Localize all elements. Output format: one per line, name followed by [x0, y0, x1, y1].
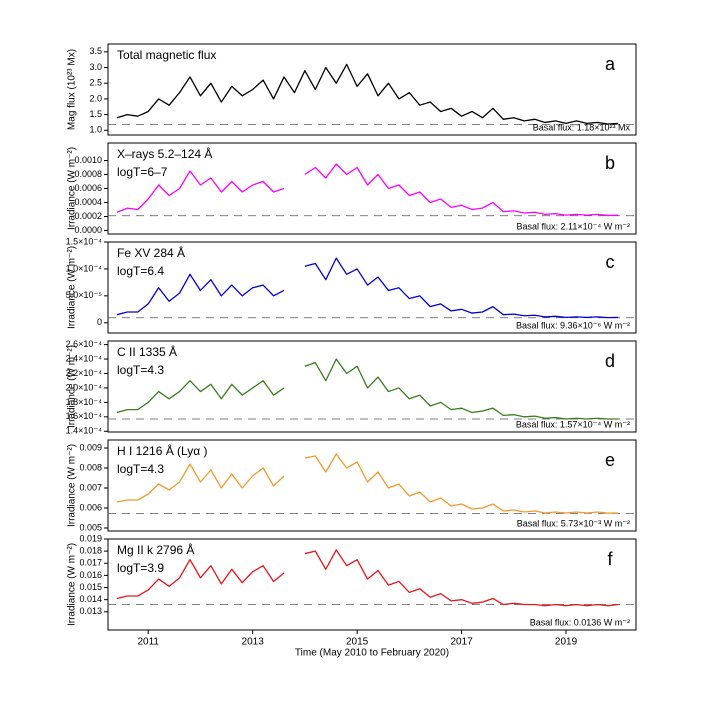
y-tick-label: 0.005 [79, 522, 102, 532]
y-tick-label: 2.0×10⁻⁴ [66, 382, 103, 392]
y-tick-label: 2.0 [89, 93, 102, 103]
panel-title: Mg II k 2796 Å [117, 542, 194, 557]
x-tick-label: 2015 [346, 637, 369, 648]
y-tick-label: 0.0006 [74, 183, 102, 193]
y-axis-label: Irradiance (W m⁻²) [67, 147, 78, 230]
y-tick-label: 0.0002 [74, 211, 102, 221]
panel-subtitle: logT=3.9 [117, 561, 164, 575]
y-tick-label: 1.8×10⁻⁴ [66, 397, 103, 407]
basal-label: Basal flux: 5.73×10⁻³ W m⁻² [517, 518, 630, 528]
panel-subtitle: logT=4.3 [117, 363, 164, 377]
y-tick-label: 0.009 [79, 442, 102, 452]
y-tick-label: 5.0×10⁻⁵ [66, 290, 103, 300]
y-tick-label: 1.0×10⁻⁴ [66, 263, 103, 273]
y-tick-label: 0.019 [79, 533, 102, 543]
basal-label: Basal flux: 1.57×10⁻⁴ W m⁻² [516, 419, 630, 429]
y-tick-label: 2.5 [89, 78, 102, 88]
x-tick-label: 2011 [137, 637, 159, 648]
x-tick-label: 2013 [242, 637, 265, 648]
y-tick-label: 0.0010 [74, 155, 102, 165]
data-line [116, 163, 619, 217]
panel-title: X–rays 5.2–124 Å [117, 146, 212, 161]
y-tick-label: 0.018 [79, 546, 102, 556]
y-tick-label: 0.008 [79, 462, 102, 472]
y-axis-label: Irradiance (W m⁻²) [67, 444, 78, 527]
y-tick-label: 2.4×10⁻⁴ [66, 353, 103, 363]
y-tick-label: 0 [97, 317, 102, 327]
basal-label: Basal flux: 0.0136 W m⁻² [530, 617, 630, 627]
panel-subtitle: logT=6–7 [117, 165, 168, 179]
panel-title: Total magnetic flux [117, 48, 216, 62]
y-tick-label: 3.5 [89, 46, 102, 56]
y-tick-label: 0.015 [79, 582, 102, 592]
y-axis-label: Irradiance (W m⁻²) [67, 345, 78, 428]
y-tick-label: 0.016 [79, 570, 102, 580]
y-tick-label: 0.017 [79, 558, 102, 568]
panel-letter: d [605, 351, 615, 371]
panel-letter: e [605, 450, 615, 470]
x-tick-label: 2019 [555, 637, 578, 648]
panel-frame [107, 538, 637, 631]
panel-title: C II 1335 Å [117, 344, 177, 359]
y-tick-label: 0.013 [79, 606, 102, 616]
data-line [116, 549, 619, 607]
data-line [116, 358, 619, 420]
y-tick-label: 1.4×10⁻⁴ [66, 426, 103, 436]
panel-frame [107, 241, 637, 334]
basal-label: Basal flux: 1.18×10²³ Mx [533, 122, 631, 132]
y-axis-label: Irradiance (W m⁻²) [67, 543, 78, 626]
y-tick-label: 3.0 [89, 62, 102, 72]
panel-frame [107, 43, 637, 136]
y-tick-label: 0.007 [79, 482, 102, 492]
panel-frame [107, 439, 637, 532]
y-tick-label: 0.006 [79, 502, 102, 512]
y-tick-label: 1.5 [89, 109, 102, 119]
y-tick-label: 2.6×10⁻⁴ [66, 339, 103, 349]
x-axis-label: Time (May 2010 to February 2020) [295, 648, 449, 659]
panel-letter: a [605, 54, 616, 74]
basal-label: Basal flux: 2.11×10⁻⁴ W m⁻² [517, 221, 631, 231]
data-line [116, 257, 619, 319]
y-axis-label: Irradiance (W m⁻²) [67, 246, 78, 329]
panel-letter: c [606, 252, 615, 272]
panel-title: H I 1216 Å (Lyα ) [117, 443, 208, 458]
basal-label: Basal flux: 9.36×10⁻⁶ W m⁻² [516, 320, 630, 330]
y-tick-label: 0.014 [79, 594, 102, 604]
y-tick-label: 1.0 [89, 125, 102, 135]
panel-letter: f [607, 549, 613, 569]
panel-subtitle: logT=6.4 [117, 264, 164, 278]
y-tick-label: 1.5×10⁻⁴ [66, 236, 103, 246]
y-tick-label: 0.0000 [74, 225, 102, 235]
y-tick-label: 0.0004 [74, 197, 102, 207]
panel-frame [107, 340, 637, 433]
y-tick-label: 2.2×10⁻⁴ [66, 368, 103, 378]
panel-subtitle: logT=4.3 [117, 462, 164, 476]
panel-title: Fe XV 284 Å [117, 245, 185, 260]
y-tick-label: 0.0008 [74, 169, 102, 179]
x-tick-label: 2017 [450, 637, 473, 648]
y-axis-label: Mag flux (10²³ Mx) [67, 49, 78, 130]
y-tick-label: 1.6×10⁻⁴ [66, 411, 103, 421]
data-line [116, 453, 619, 514]
panel-letter: b [605, 153, 615, 173]
data-line [116, 63, 619, 125]
